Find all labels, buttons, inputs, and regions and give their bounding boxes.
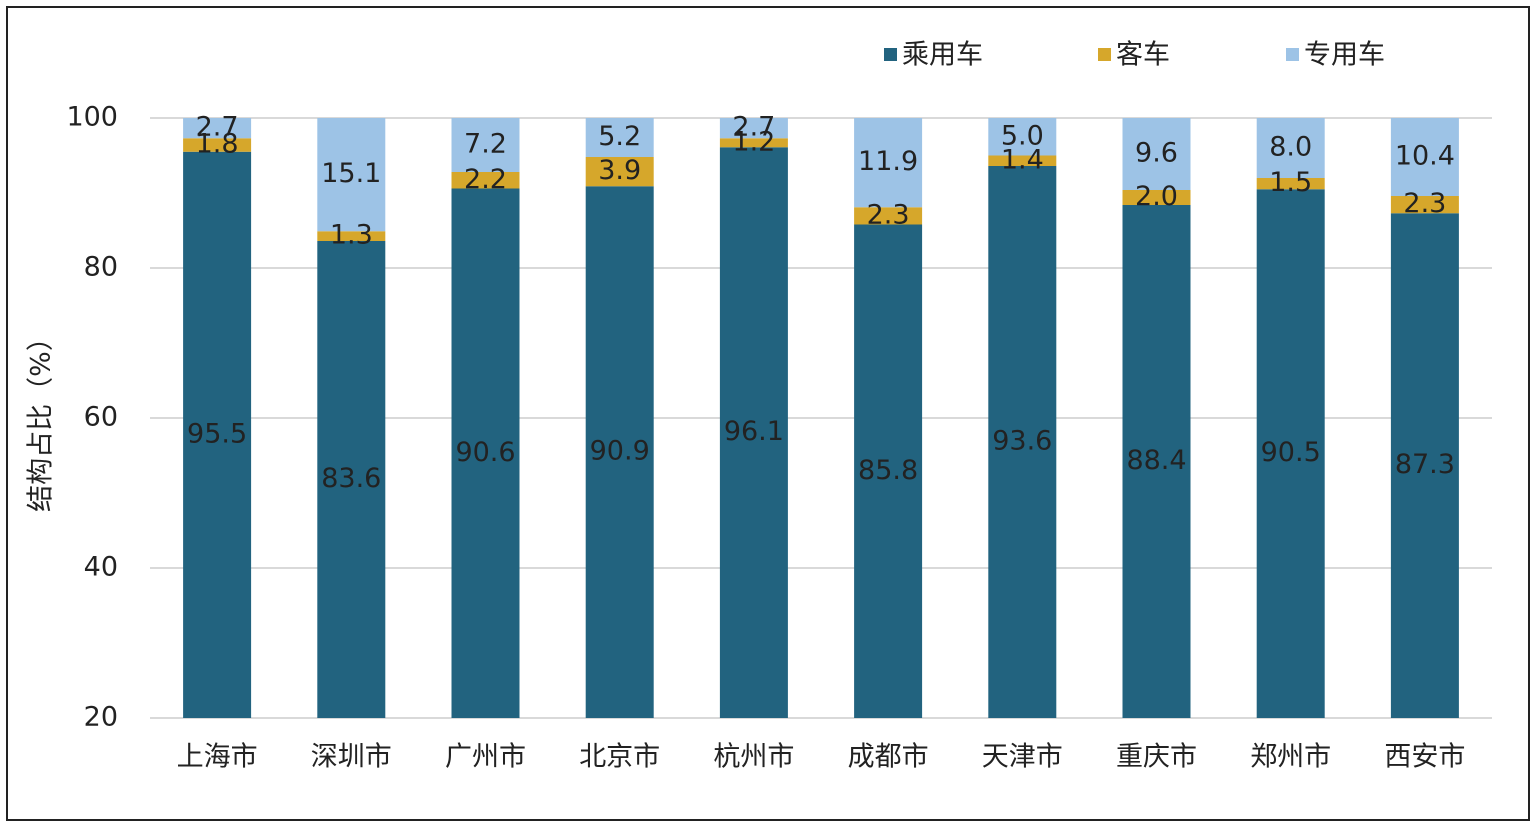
bar-segment	[1256, 189, 1325, 718]
bar-segment	[988, 155, 1057, 166]
data-label: 87.3	[1395, 449, 1455, 480]
bar-segment	[585, 118, 654, 157]
data-label: 15.1	[321, 158, 381, 189]
x-tick-label: 重庆市	[1116, 742, 1197, 773]
data-label: 2.3	[867, 199, 910, 230]
bar-segment	[1256, 178, 1325, 190]
data-label: 88.4	[1126, 445, 1186, 476]
data-label: 10.4	[1395, 141, 1455, 172]
data-label: 85.8	[858, 455, 918, 486]
x-tick-label: 杭州市	[713, 742, 794, 773]
data-label: 90.6	[455, 437, 515, 468]
bar-segment	[183, 151, 252, 718]
bar-segment	[183, 118, 252, 139]
bar-segment	[317, 241, 386, 718]
y-tick-label: 80	[84, 252, 118, 283]
x-tick-label: 西安市	[1384, 742, 1465, 773]
bar-segment	[854, 207, 923, 225]
legend-swatch	[1286, 48, 1299, 61]
data-label: 7.2	[464, 129, 507, 160]
y-tick-label: 20	[84, 702, 118, 733]
data-label: 83.6	[321, 463, 381, 494]
x-tick-label: 广州市	[445, 742, 526, 773]
data-label: 90.9	[590, 436, 650, 467]
data-label: 2.7	[732, 112, 775, 143]
data-label: 95.5	[187, 418, 247, 449]
bar-segment	[854, 224, 923, 718]
data-label: 93.6	[992, 426, 1052, 457]
data-label: 2.7	[196, 112, 239, 143]
bar-segment	[317, 231, 386, 241]
data-label: 2.0	[1135, 181, 1178, 212]
data-label: 11.9	[858, 146, 918, 177]
bar-segment	[1122, 118, 1191, 190]
data-label: 1.2	[732, 126, 775, 157]
y-axis-label: 结构占比（%）	[26, 324, 57, 512]
bar-segment	[451, 188, 520, 718]
bar-segment	[1256, 118, 1325, 178]
y-tick-label: 60	[84, 402, 118, 433]
data-label: 96.1	[724, 416, 784, 447]
data-label: 8.0	[1269, 132, 1312, 163]
bar-segment	[317, 118, 386, 232]
bar-segment	[451, 118, 520, 172]
data-label: 2.2	[464, 164, 507, 195]
bar-segment	[988, 118, 1057, 156]
x-tick-label: 北京市	[579, 742, 660, 773]
data-label: 1.3	[330, 220, 373, 251]
legend-label: 专用车	[1304, 40, 1385, 71]
x-tick-label: 上海市	[177, 742, 258, 773]
data-label: 3.9	[598, 155, 641, 186]
legend-label: 乘用车	[902, 40, 983, 71]
bar-segment	[585, 186, 654, 718]
bar-segment	[585, 157, 654, 187]
plot-area	[183, 118, 1459, 718]
bar-segment	[1390, 118, 1459, 196]
bar-segment	[719, 147, 788, 718]
bar-segment	[854, 118, 923, 208]
data-label: 5.0	[1001, 120, 1044, 151]
bar-segment	[183, 138, 252, 152]
legend-label: 客车	[1116, 40, 1170, 71]
x-tick-label: 深圳市	[311, 742, 392, 773]
data-label: 9.6	[1135, 138, 1178, 169]
data-label: 90.5	[1261, 437, 1321, 468]
bar-segment	[719, 118, 788, 139]
legend-swatch	[884, 48, 897, 61]
bar-segment	[1122, 205, 1191, 718]
data-label: 1.4	[1001, 144, 1044, 175]
bar-segment	[719, 138, 788, 148]
data-label: 1.5	[1269, 167, 1312, 198]
y-tick-label: 40	[84, 552, 118, 583]
x-tick-label: 成都市	[848, 742, 929, 773]
bar-segment	[1390, 196, 1459, 214]
bar-segment	[1390, 213, 1459, 718]
x-tick-label: 郑州市	[1250, 742, 1331, 773]
bar-segment	[451, 172, 520, 189]
bar-segment	[988, 166, 1057, 718]
bar-segment	[1122, 190, 1191, 205]
data-label: 1.8	[196, 129, 239, 160]
legend-swatch	[1098, 48, 1111, 61]
data-label: 5.2	[598, 121, 641, 152]
y-tick-label: 100	[66, 102, 118, 133]
x-tick-label: 天津市	[982, 742, 1063, 773]
data-label: 2.3	[1403, 188, 1446, 219]
